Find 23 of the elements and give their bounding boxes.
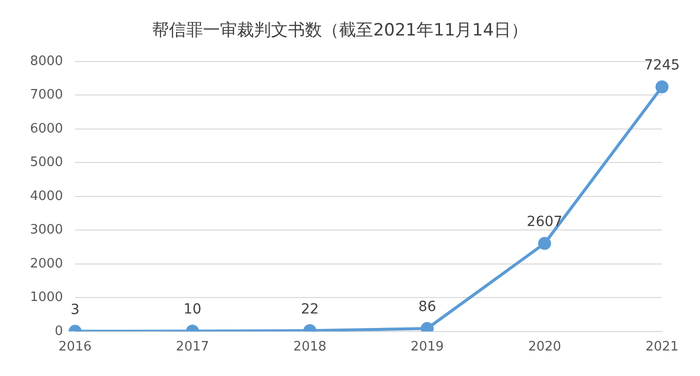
y-tick-label: 0 (54, 324, 64, 339)
data-label: 7245 (644, 58, 680, 74)
x-tick-label: 2017 (176, 340, 210, 355)
point (656, 80, 668, 94)
data-label: 3 (70, 302, 80, 318)
chart-title: 帮信罪一审裁判文书数（截至2021年11月14日） (152, 20, 528, 41)
y-tick-label: 6000 (30, 121, 64, 136)
data-label: 10 (184, 302, 202, 318)
data-label: 22 (300, 301, 319, 318)
y-tick-label: 3000 (30, 222, 64, 238)
x-tick-label: 2019 (410, 340, 444, 355)
y-tick-label: 8000 (30, 54, 64, 69)
y-tick-label: 1000 (30, 290, 64, 306)
y-tick-label: 2000 (30, 256, 64, 272)
y-tick-label: 7000 (30, 88, 64, 103)
data-label: 86 (418, 299, 436, 316)
point (420, 322, 434, 332)
x-tick-label: 2016 (58, 340, 92, 355)
x-tick-label: 2020 (528, 340, 562, 355)
y-tick-label: 5000 (30, 155, 64, 170)
x-tick-label: 2018 (293, 340, 326, 355)
y-tick-label: 4000 (30, 188, 64, 204)
x-tick-label: 2021 (645, 340, 679, 355)
